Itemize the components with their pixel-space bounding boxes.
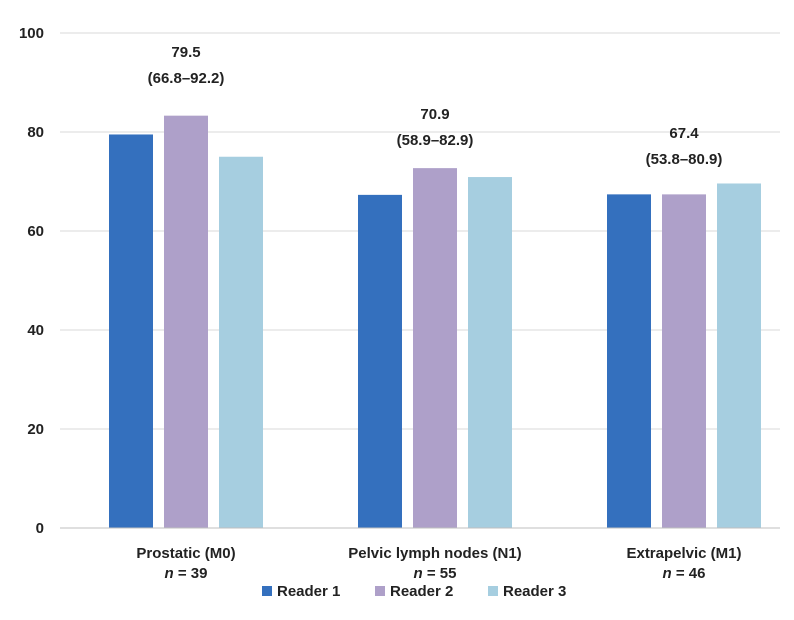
bar: [219, 156, 263, 528]
legend-item: Reader 3: [488, 583, 566, 600]
bars: [109, 115, 761, 529]
legend-label: Reader 2: [390, 583, 453, 600]
legend-item: Reader 2: [375, 583, 453, 600]
bar: [413, 168, 457, 528]
bar: [358, 194, 402, 529]
bar: [717, 183, 761, 529]
legend-item: Reader 1: [262, 583, 340, 600]
annotation-value: 79.5: [171, 44, 200, 61]
legend-label: Reader 1: [277, 583, 340, 600]
y-tick-label: 100: [19, 25, 44, 42]
bar: [164, 115, 208, 528]
legend-swatch: [488, 586, 498, 596]
sample-size-label: n = 46: [663, 565, 706, 582]
bar: [109, 134, 153, 528]
y-tick-label: 60: [27, 223, 44, 240]
y-tick-label: 40: [27, 322, 44, 339]
annotation-ci: (58.9–82.9): [397, 132, 474, 149]
sample-size-label: n = 55: [414, 565, 457, 582]
annotations: 79.5 (66.8–92.2) 70.9 (58.9–82.9) 67.4 (53.8–…: [148, 44, 723, 168]
legend-swatch: [262, 586, 272, 596]
y-axis-title: %: [0, 279, 4, 292]
y-axis-label: %: [0, 279, 4, 292]
bar: [662, 194, 706, 528]
x-category-label: Extrapelvic (M1): [626, 545, 741, 562]
bar: [607, 194, 651, 528]
legend-label: Reader 3: [503, 583, 566, 600]
annotation-value: 70.9: [420, 106, 449, 123]
legend: Reader 1 Reader 2 Reader 3: [262, 583, 566, 600]
annotation-value: 67.4: [669, 125, 699, 142]
sample-size-label: n = 39: [165, 565, 208, 582]
y-axis-ticks: 0 20 40 60 80 100: [19, 25, 44, 537]
x-category-label: Pelvic lymph nodes (N1): [348, 545, 521, 562]
annotation-ci: (66.8–92.2): [148, 70, 225, 87]
y-tick-label: 80: [27, 124, 44, 141]
x-category-label: Prostatic (M0): [136, 545, 235, 562]
y-tick-label: 0: [36, 520, 44, 537]
annotation-ci: (53.8–80.9): [646, 151, 723, 168]
legend-swatch: [375, 586, 385, 596]
y-tick-label: 20: [27, 421, 44, 438]
category-labels: Prostatic (M0) n = 39 Pelvic lymph nodes (…: [136, 545, 741, 582]
bar: [468, 177, 512, 529]
